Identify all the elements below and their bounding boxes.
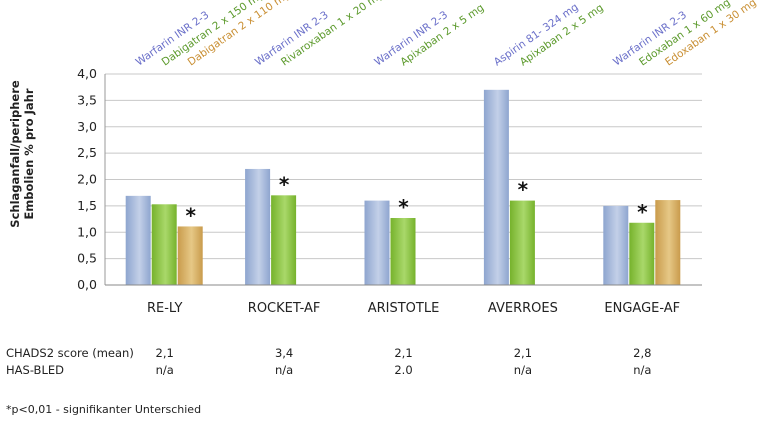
bar [364,200,390,285]
chads-value: 2,1 [513,346,533,360]
bar [390,218,416,285]
hasbled-value: n/a [274,363,294,377]
bar [483,89,509,285]
significance-star: * [279,172,290,196]
bar [245,168,271,285]
chads-value: 2,1 [155,346,174,360]
category-label: AVERROES [488,301,558,316]
bar [177,226,203,285]
category-label: ENGAGE-AF [604,301,680,316]
bar [125,195,151,285]
y-tick-label: 1,5 [77,198,97,213]
y-tick-label: 3,5 [77,92,97,107]
bar [151,204,177,285]
bar [655,200,681,285]
significance-star: * [518,178,529,202]
hasbled-value: n/a [633,363,652,377]
hasbled-value: 2.0 [394,363,413,377]
chads-value: 2,1 [394,346,413,360]
category-label: ARISTOTLE [368,301,440,316]
y-tick-label: 3,0 [77,119,97,134]
y-tick-label: 2,5 [77,145,97,160]
category-label: RE-LY [147,301,182,316]
hasbled-row-label: HAS-BLED [6,363,64,377]
bar [271,195,297,285]
y-tick-label: 2,0 [77,172,97,187]
chads-value: 3,4 [274,346,294,360]
y-tick-label: 1,0 [77,224,97,239]
category-label: ROCKET-AF [248,301,321,316]
bar [603,205,629,285]
bar [629,222,655,285]
significance-star: * [637,200,648,224]
y-tick-label: 4,0 [77,66,97,81]
significance-star: * [185,203,196,227]
y-tick-label: 0,0 [77,277,97,292]
chads-row-label: CHADS2 score (mean) [6,346,134,360]
bar [509,200,535,285]
y-axis-label: Schlaganfall/periphere Embolien % pro Ja… [8,80,36,228]
chads-value: 2,8 [633,346,652,360]
footnote: *p<0,01 - signifikanter Unterschied [6,403,202,416]
hasbled-value: n/a [513,363,532,377]
significance-star: * [398,195,409,219]
y-tick-label: 0,5 [77,251,97,266]
hasbled-value: n/a [155,363,174,377]
